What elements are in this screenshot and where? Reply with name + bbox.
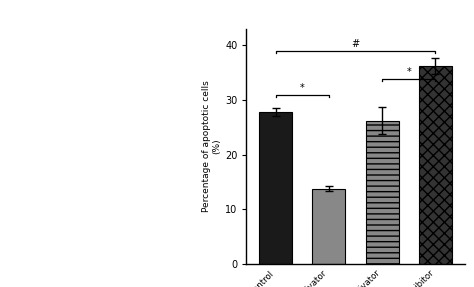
Text: *: * [300, 83, 305, 93]
Bar [259, 112, 292, 264]
Text: #: # [351, 40, 360, 49]
Text: *: * [406, 67, 411, 77]
Bar [365, 121, 399, 264]
Bar [419, 66, 452, 264]
Bar [312, 189, 346, 264]
Y-axis label: Percentage of apoptotic cells
(%): Percentage of apoptotic cells (%) [201, 80, 221, 212]
